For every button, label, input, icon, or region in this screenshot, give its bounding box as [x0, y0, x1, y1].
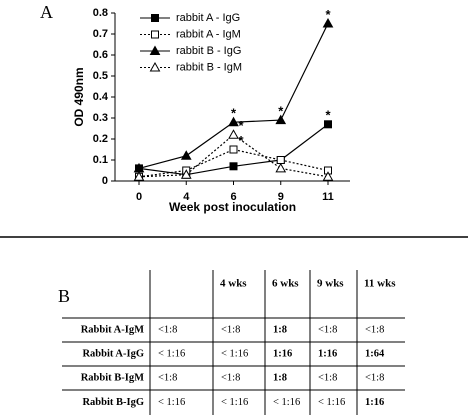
table-cell: < 1:16 — [273, 397, 300, 408]
table-cell: 1:16 — [273, 348, 292, 359]
table-cell: <1:8 — [365, 372, 384, 383]
table-cell: <1:8 — [221, 372, 240, 383]
x-tick-label: 9 — [278, 191, 284, 203]
row-label: Rabbit B-IgG — [82, 397, 144, 408]
table-cell: 1:16 — [318, 348, 337, 359]
column-header: 9 wks — [317, 278, 344, 290]
column-header: 6 wks — [272, 278, 299, 290]
legend-label: rabbit B - IgM — [176, 61, 242, 73]
column-header: 11 wks — [364, 278, 396, 290]
y-tick-label: 0.6 — [93, 49, 108, 61]
legend-marker — [149, 45, 161, 55]
data-point — [228, 116, 239, 127]
panel-label: A — [40, 2, 53, 22]
y-tick-label: 0.8 — [93, 7, 108, 19]
legend-marker — [151, 30, 159, 39]
table-cell: <1:8 — [158, 324, 177, 335]
table-cell: 1:8 — [273, 372, 287, 383]
annotation: * — [278, 104, 284, 119]
legend-label: rabbit A - IgG — [176, 12, 240, 24]
legend-marker — [151, 14, 159, 22]
table-cell: 1:8 — [273, 324, 287, 335]
x-tick-label: 4 — [183, 191, 190, 203]
table-cell: <1:8 — [318, 324, 337, 335]
table-cell: 1:16 — [365, 397, 384, 408]
series-line — [138, 134, 329, 178]
data-point — [275, 162, 287, 173]
column-header: 4 wks — [220, 278, 247, 290]
data-point — [180, 169, 192, 179]
x-tick-label: 0 — [136, 191, 142, 203]
table-cell: <1:8 — [221, 324, 240, 335]
data-point — [324, 120, 332, 129]
y-tick-label: 0.4 — [93, 91, 109, 103]
y-tick-label: 0.2 — [93, 133, 108, 145]
annotation: * — [239, 133, 245, 148]
table-cell: <1:8 — [365, 324, 384, 335]
data-point — [228, 129, 239, 139]
data-point — [275, 114, 287, 125]
table-cell: < 1:16 — [221, 348, 248, 359]
table-cell: < 1:16 — [221, 397, 248, 408]
data-point — [276, 156, 285, 164]
row-label: Rabbit A-IgM — [81, 324, 144, 335]
data-point — [229, 162, 238, 171]
data-point — [180, 150, 192, 160]
x-axis-label: Week post inoculation — [169, 200, 296, 214]
table-cell: < 1:16 — [158, 397, 185, 408]
data-point — [322, 17, 334, 28]
y-axis-label: OD 490nm — [72, 67, 86, 126]
panel-label: B — [58, 286, 70, 306]
y-tick-label: 0.1 — [93, 154, 108, 166]
y-tick-label: 0.3 — [93, 112, 108, 124]
row-label: Rabbit B-IgM — [81, 372, 144, 383]
data-point — [322, 171, 334, 181]
table-cell: < 1:16 — [158, 348, 185, 359]
y-tick-label: 0 — [102, 175, 108, 187]
legend-label: rabbit A - IgM — [176, 28, 241, 40]
legend-label: rabbit B - IgG — [176, 45, 241, 57]
table-cell: <1:8 — [158, 372, 177, 383]
table-cell: <1:8 — [318, 372, 337, 383]
data-point — [229, 145, 238, 154]
annotation: * — [325, 7, 331, 22]
annotation: * — [325, 108, 331, 123]
x-tick-label: 6 — [230, 191, 236, 203]
y-tick-label: 0.5 — [93, 70, 108, 82]
legend-marker — [149, 61, 161, 72]
data-point — [133, 171, 145, 181]
annotation: * — [231, 106, 237, 121]
y-tick-label: 0.7 — [93, 28, 108, 40]
row-label: Rabbit A-IgG — [82, 348, 144, 359]
table-cell: 1:64 — [365, 348, 385, 359]
x-tick-label: 11 — [322, 191, 334, 203]
annotation: * — [239, 118, 245, 133]
table-cell: < 1:16 — [318, 397, 345, 408]
